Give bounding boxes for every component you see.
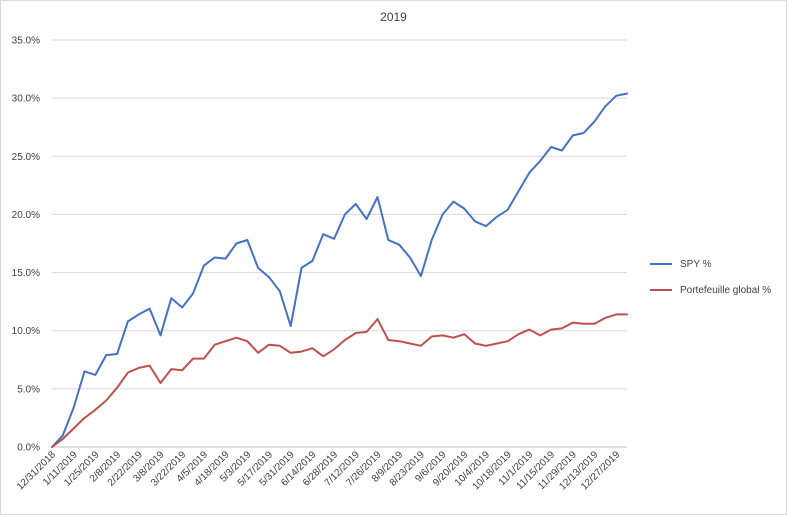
y-tick-label: 5.0% xyxy=(17,384,40,395)
legend-item-spy: SPY % xyxy=(650,254,771,274)
legend-item-portefeuille: Portefeuille global % xyxy=(650,280,771,300)
series-line-1 xyxy=(51,313,628,448)
legend-swatch-spy xyxy=(650,263,672,265)
y-tick-label: 35.0% xyxy=(12,36,40,47)
y-tick-label: 30.0% xyxy=(12,94,40,105)
y-tick-label: 20.0% xyxy=(12,210,40,221)
y-tick-label: 10.0% xyxy=(12,326,40,337)
series-lines xyxy=(51,92,628,448)
y-tick-label: 15.0% xyxy=(12,268,40,279)
legend-swatch-portefeuille xyxy=(650,289,672,291)
y-tick-label: 25.0% xyxy=(12,152,40,163)
legend: SPY % Portefeuille global % xyxy=(650,254,771,306)
series-line-0 xyxy=(51,92,628,448)
y-tick-label: 0.0% xyxy=(17,443,40,454)
x-axis-tick-labels: 12/31/20181/11/20191/25/20192/8/20192/22… xyxy=(15,449,623,492)
legend-label-spy: SPY % xyxy=(680,258,712,270)
chart-title: 2019 xyxy=(380,10,407,24)
y-axis-tick-labels: 0.0% 5.0% 10.0% 15.0% 20.0% 25.0% 30.0% 35.0% xyxy=(12,36,40,454)
legend-label-portefeuille: Portefeuille global % xyxy=(680,284,772,296)
gridlines xyxy=(52,39,627,390)
